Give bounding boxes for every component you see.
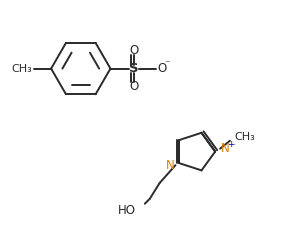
- Text: O: O: [130, 80, 139, 93]
- Text: ⁻: ⁻: [165, 60, 170, 70]
- Text: HO: HO: [118, 204, 136, 217]
- Text: CH₃: CH₃: [12, 64, 32, 74]
- Text: N: N: [166, 159, 175, 172]
- Text: +: +: [227, 140, 234, 149]
- Text: O: O: [158, 62, 167, 75]
- Text: S: S: [129, 62, 139, 75]
- Text: O: O: [130, 44, 139, 57]
- Text: N: N: [221, 142, 230, 155]
- Text: CH₃: CH₃: [234, 132, 255, 142]
